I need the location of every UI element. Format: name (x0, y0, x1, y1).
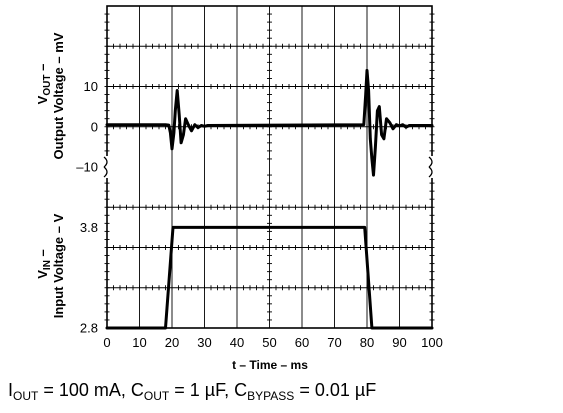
x-tick-label: 80 (360, 335, 374, 350)
x-tick-labels: 0 10 20 30 40 50 60 70 80 90 100 (103, 335, 442, 350)
x-tick-label: 90 (392, 335, 406, 350)
input-voltage-panel (104, 167, 435, 330)
output-voltage-grid (104, 6, 435, 167)
x-tick-label: 10 (132, 335, 146, 350)
x-tick-label: 30 (197, 335, 211, 350)
input-voltage-tick-label: 3.8 (80, 220, 98, 235)
x-tick-label: 60 (295, 335, 309, 350)
axis-break-gap (102, 156, 112, 178)
output-voltage-trace (105, 68, 434, 177)
output-voltage-tick-labels: 10 0 –10 (76, 79, 98, 175)
x-tick-label: 70 (327, 335, 341, 350)
input-voltage-axis-label-symbol: VIN – (35, 249, 53, 279)
test-conditions: IOUT = 100 mA, COUT = 1 µF, CBYPASS = 0.… (8, 380, 376, 403)
axis-break-mark (428, 166, 433, 178)
axis-break-mark (103, 156, 108, 168)
output-voltage-tick-label: 10 (84, 79, 98, 94)
output-voltage-panel (104, 6, 435, 177)
axis-break-marks (102, 156, 437, 178)
input-voltage-grid (104, 167, 435, 328)
axis-break-mark (103, 166, 108, 178)
axis-break-gap (427, 156, 437, 178)
x-axis-label: t – Time – ms (232, 358, 308, 372)
x-tick-label: 40 (230, 335, 244, 350)
output-voltage-axis-label: Output Voltage – mV (51, 32, 66, 159)
input-voltage-tick-label: 2.8 (80, 321, 98, 336)
output-voltage-tick-label: 0 (91, 119, 98, 134)
x-tick-label: 20 (165, 335, 179, 350)
input-voltage-axis-label: Input Voltage – V (51, 213, 66, 318)
x-tick-label: 50 (262, 335, 276, 350)
axis-break-mark (428, 156, 433, 168)
output-voltage-axis-label-symbol: VOUT – (35, 64, 53, 105)
input-voltage-tick-labels: 3.8 2.8 (80, 220, 98, 336)
output-voltage-tick-label: –10 (76, 160, 98, 175)
x-tick-label: 0 (103, 335, 110, 350)
x-tick-label: 100 (421, 335, 443, 350)
